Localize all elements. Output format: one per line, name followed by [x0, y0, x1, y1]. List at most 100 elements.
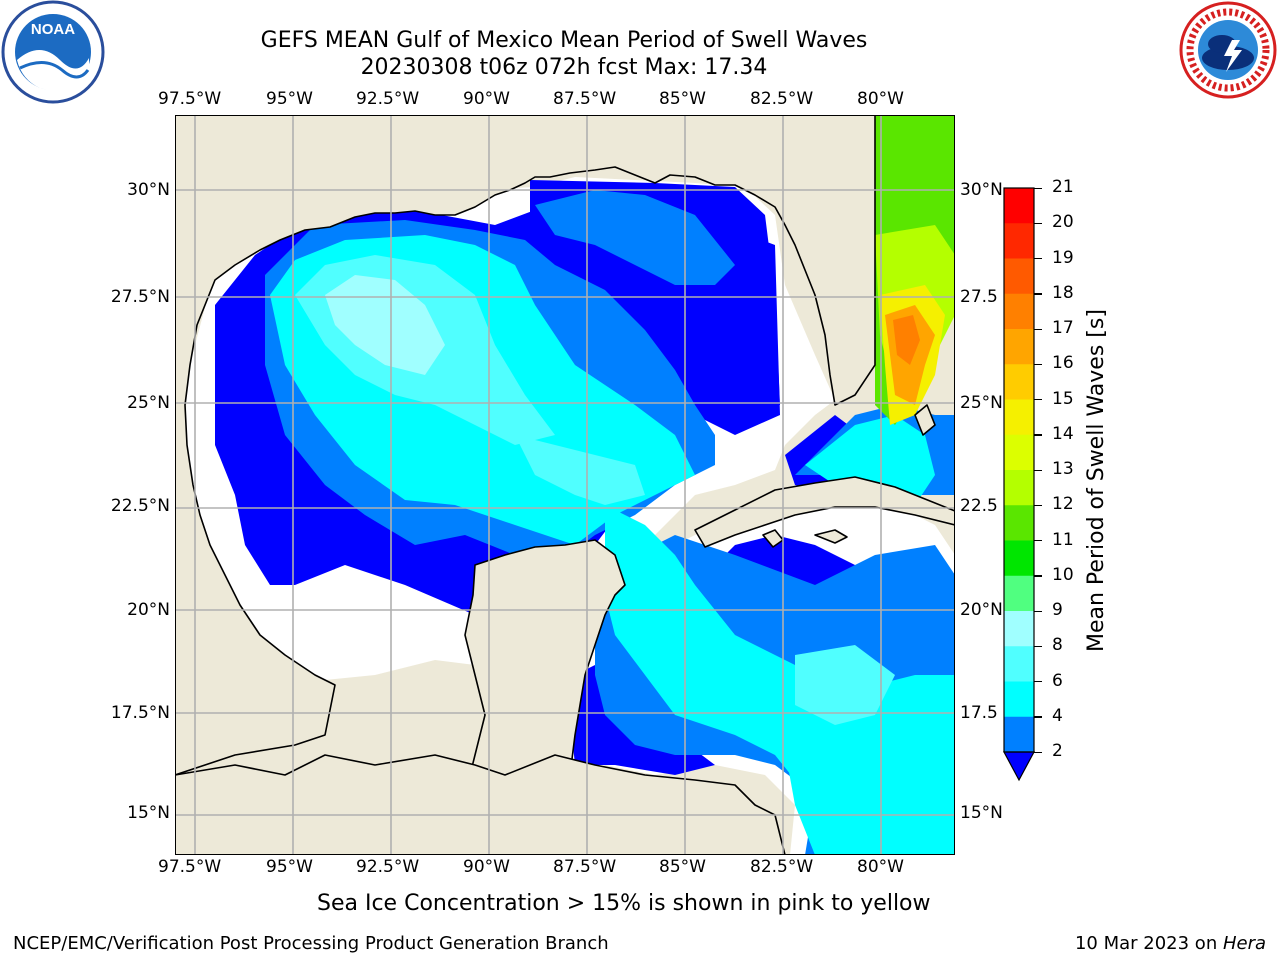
colorbar-segment	[1004, 470, 1034, 506]
lon-label-bottom: 87.5°W	[553, 857, 617, 877]
colorbar-segment	[1004, 681, 1034, 718]
land-mexico-texas	[175, 115, 876, 776]
lon-label-top: 85°W	[659, 89, 706, 109]
swell-zone-8-9s-caribbean	[795, 645, 895, 725]
colorbar-tick-label: 2	[1052, 741, 1063, 761]
colorbar-tick-label: 19	[1052, 247, 1074, 268]
lat-label-left: 27.5°N	[110, 287, 170, 307]
lon-label-bottom: 95°W	[266, 857, 313, 877]
colorbar-label: Mean Period of Swell Waves [s]	[1084, 309, 1109, 652]
colorbar-tick-label: 8	[1052, 635, 1063, 656]
colorbar	[1002, 187, 1036, 782]
lon-label-top: 80°W	[857, 89, 904, 109]
colorbar-segment	[1004, 716, 1034, 753]
colorbar-tick-mark	[1034, 681, 1042, 683]
colorbar-tick-mark	[1034, 399, 1042, 401]
lon-label-bottom: 92.5°W	[356, 857, 420, 877]
footer-host: Hera	[1222, 933, 1266, 954]
colorbar-tick-mark	[1034, 222, 1042, 225]
swell-zone-8-9s-central	[515, 435, 645, 505]
chart-subtitle: 20230308 t06z 072h fcst Max: 17.34	[360, 55, 768, 80]
colorbar-segment	[1004, 258, 1034, 295]
footer-date-text: 10 Mar 2023 on	[1074, 933, 1223, 954]
colorbar-tick-label: 16	[1052, 353, 1074, 374]
colorbar-tick-mark	[1034, 645, 1042, 648]
colorbar-segment	[1004, 646, 1034, 682]
colorbar-segment	[1004, 399, 1034, 436]
colorbar-tick-mark	[1034, 293, 1042, 295]
colorbar-tick-label: 6	[1052, 670, 1063, 691]
sea-ice-caption: Sea Ice Concentration > 15% is shown in …	[317, 891, 931, 916]
lon-label-top: 97.5°W	[158, 89, 222, 109]
national-weather-service-logo	[1176, 0, 1280, 104]
lat-label-left: 15°N	[127, 803, 170, 823]
noaa-logo: NOAA	[0, 0, 106, 108]
colorbar-tick-label: 20	[1052, 212, 1074, 233]
colorbar-tick-mark	[1034, 716, 1042, 718]
map-plot	[175, 115, 955, 855]
footer-credit: NCEP/EMC/Verification Post Processing Pr…	[13, 933, 609, 954]
colorbar-segment	[1004, 364, 1034, 400]
footer-date: 10 Mar 2023 on Hera	[1075, 933, 1266, 954]
lon-label-top: 92.5°W	[356, 89, 420, 109]
lon-label-top: 90°W	[463, 89, 510, 109]
lat-label-right: 17.5	[960, 703, 998, 723]
lon-label-bottom: 97.5°W	[158, 857, 222, 877]
lat-label-right: 20°N	[960, 600, 1003, 620]
colorbar-tick-label: 13	[1052, 459, 1074, 479]
colorbar-tick-mark	[1034, 187, 1042, 189]
colorbar-segment	[1004, 575, 1034, 612]
colorbar-segment	[1004, 223, 1034, 259]
colorbar-tick-label: 18	[1052, 282, 1074, 303]
colorbar-tick-label: 9	[1052, 600, 1063, 620]
colorbar-tick-mark	[1034, 575, 1042, 577]
land-cuba	[694, 476, 955, 548]
lon-label-bottom: 85°W	[659, 857, 706, 877]
lat-label-right: 27.5	[960, 287, 998, 307]
land-bahamas-andros	[914, 404, 936, 436]
colorbar-tick-label: 14	[1052, 423, 1074, 444]
lat-label-right: 25°N	[960, 393, 1003, 413]
colorbar-segment	[1004, 611, 1034, 647]
lat-label-left: 22.5°N	[110, 496, 170, 516]
lon-label-top: 82.5°W	[750, 89, 814, 109]
colorbar-tick-mark	[1034, 751, 1042, 753]
colorbar-tick-mark	[1034, 469, 1042, 471]
lat-label-left: 20°N	[127, 600, 170, 620]
colorbar-tick-mark	[1034, 540, 1042, 542]
colorbar-segment	[1004, 434, 1034, 471]
lat-label-left: 25°N	[127, 393, 170, 413]
lon-label-top: 95°W	[266, 89, 313, 109]
colorbar-tick-label: 4	[1052, 705, 1063, 726]
lon-label-bottom: 82.5°W	[750, 857, 814, 877]
colorbar-tick-mark	[1034, 434, 1042, 436]
swell-zone-9-10s-gulf	[325, 275, 445, 375]
lon-label-bottom: 80°W	[857, 857, 904, 877]
colorbar-segment	[1004, 293, 1034, 330]
colorbar-tick-label: 17	[1052, 318, 1074, 338]
colorbar-tick-mark	[1034, 504, 1042, 507]
colorbar-tick-label: 15	[1052, 388, 1074, 409]
colorbar-segment	[1004, 505, 1034, 541]
graticule	[175, 115, 955, 855]
land-jamaica	[814, 529, 848, 544]
colorbar-extend-arrow	[1002, 751, 1036, 782]
swell-zone-6-8s-caribbean-south	[775, 675, 955, 855]
colorbar-segment	[1004, 540, 1034, 577]
noaa-logo-text: NOAA	[31, 21, 75, 38]
colorbar-segment	[1004, 188, 1034, 224]
lat-label-left: 17.5°N	[110, 703, 170, 723]
land-yucatan	[464, 539, 626, 836]
colorbar-segment	[1004, 329, 1034, 365]
chart-title: GEFS MEAN Gulf of Mexico Mean Period of …	[260, 28, 868, 53]
colorbar-tick-label: 12	[1052, 494, 1074, 515]
colorbar-tick-label: 21	[1052, 177, 1074, 197]
colorbar-tick-label: 11	[1052, 529, 1074, 550]
lon-label-top: 87.5°W	[553, 89, 617, 109]
lon-label-bottom: 90°W	[463, 857, 510, 877]
colorbar-tick-label: 10	[1052, 564, 1074, 585]
lat-label-right: 30°N	[960, 180, 1003, 200]
colorbar-tick-mark	[1034, 363, 1042, 366]
colorbar-tick-mark	[1034, 328, 1042, 330]
colorbar-tick-mark	[1034, 610, 1042, 612]
